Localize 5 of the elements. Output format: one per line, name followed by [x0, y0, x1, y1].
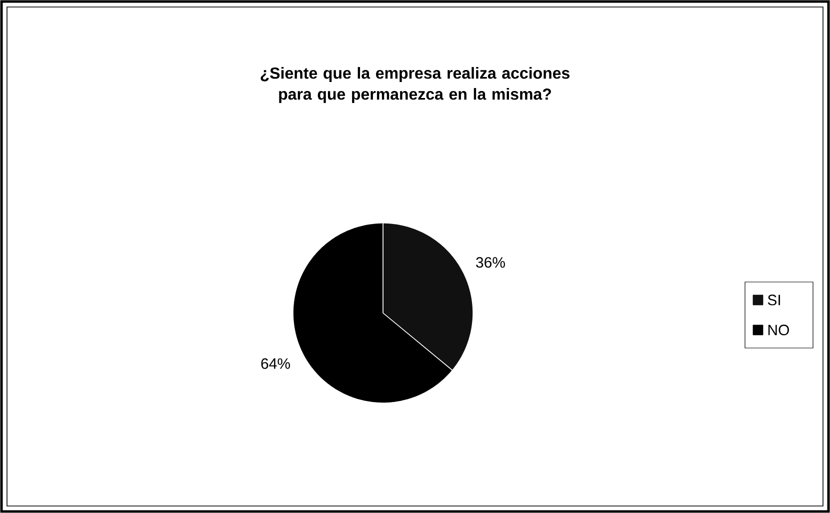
data-label: 36%: [476, 257, 505, 268]
data-label: 64%: [261, 358, 290, 369]
chart-title: ¿Siente que la empresa realiza acciones para que permanezca en la misma?: [260, 67, 570, 103]
legend-label: SI: [768, 294, 780, 306]
legend-label: NO: [768, 324, 789, 336]
